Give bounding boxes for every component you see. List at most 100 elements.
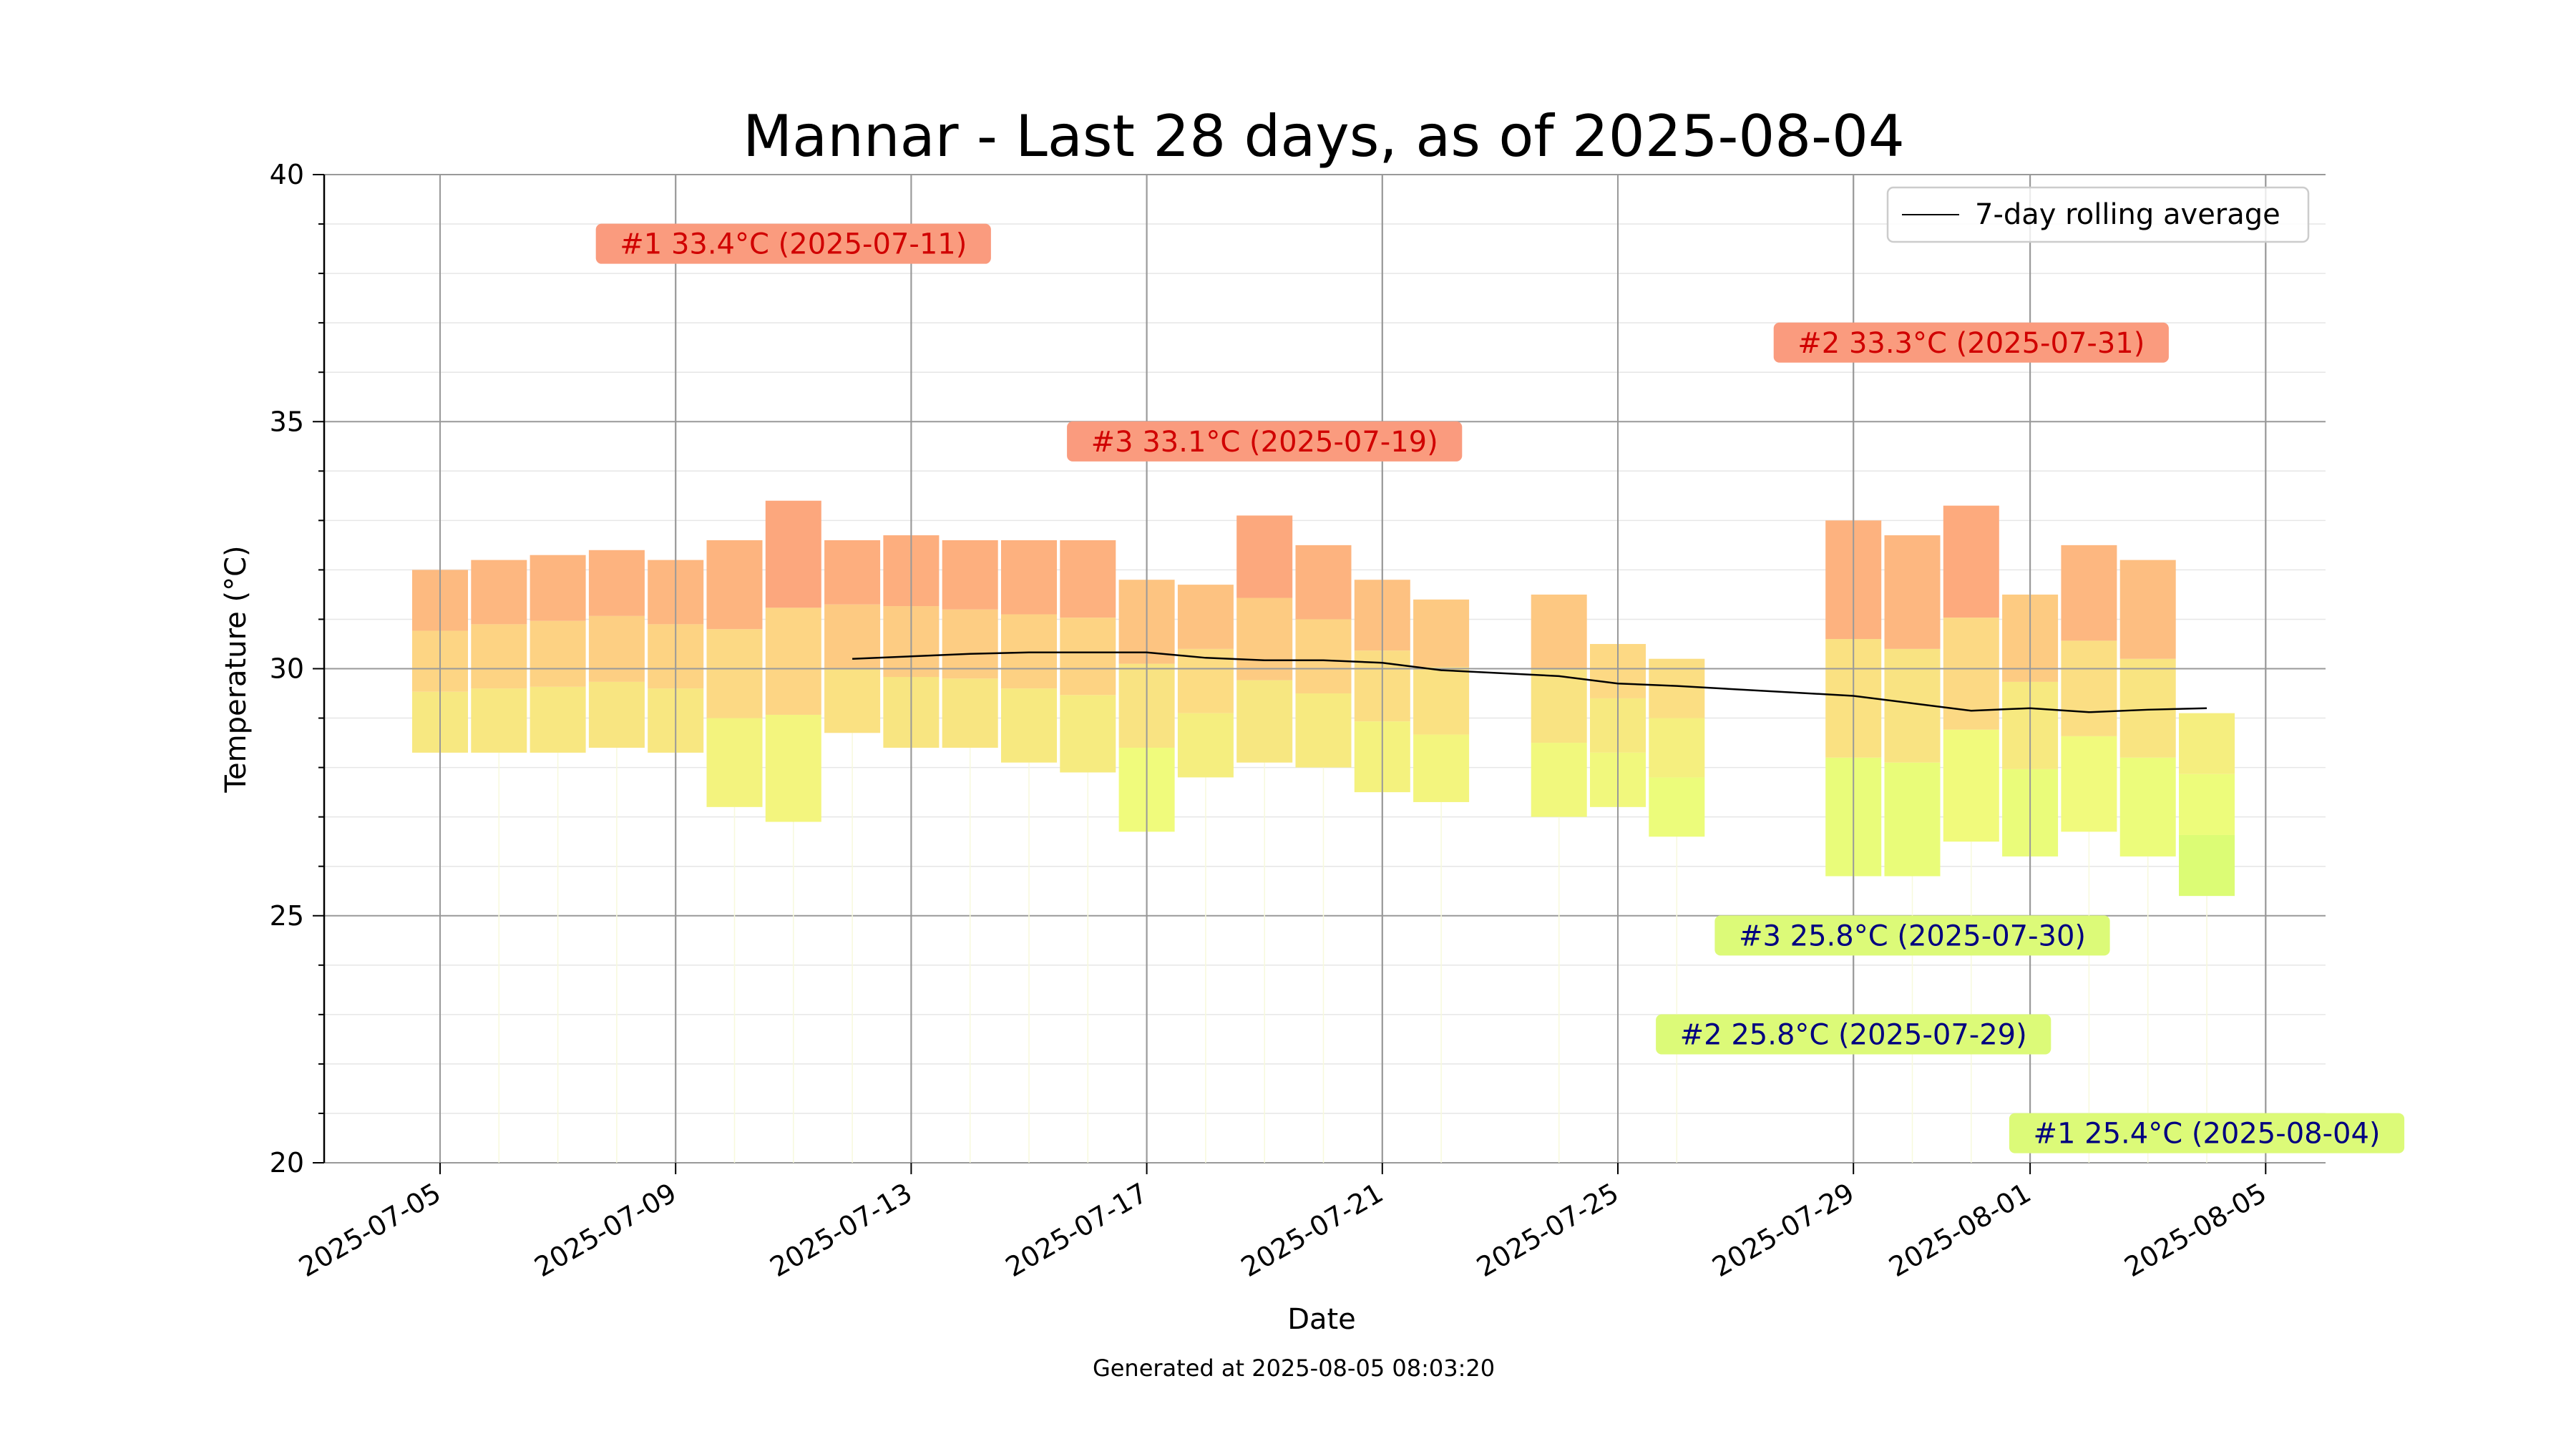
bar-segment [1295, 545, 1352, 620]
bar-segment [1001, 540, 1057, 615]
bar-segment [765, 500, 821, 608]
bar-segment [765, 714, 821, 822]
x-tick-label: 2025-07-21 [1236, 1177, 1388, 1284]
day-bar [1531, 594, 1587, 817]
annotation-box [1773, 322, 2169, 363]
day-bar [588, 550, 645, 748]
x-tick-label: 2025-08-05 [2119, 1177, 2272, 1284]
y-tick-label: 35 [270, 406, 304, 437]
bar-segment [2179, 713, 2235, 774]
bar-segment [1413, 734, 1470, 802]
bar-segment [1177, 585, 1234, 649]
bar-segment [942, 678, 998, 748]
annotation-label: #3 33.1°C (2025-07-19) [1091, 426, 1438, 459]
annotation-label: #3 25.8°C (2025-07-30) [1739, 919, 2086, 952]
day-bar [1001, 540, 1057, 763]
annotation-box [1067, 421, 1463, 462]
bar-segment [942, 609, 998, 679]
bar-segment [1649, 718, 1705, 778]
y-axis-label: Temperature (°C) [220, 545, 253, 793]
day-bar [1649, 658, 1705, 837]
bar-segment [1001, 688, 1057, 763]
x-axis-label: Date [1287, 1303, 1356, 1336]
cold-record-annotation: #2 25.8°C (2025-07-29) [1656, 1014, 2051, 1055]
x-tick-label: 2025-07-29 [1707, 1177, 1859, 1284]
hot-record-annotation: #3 33.1°C (2025-07-19) [1067, 421, 1463, 462]
bar-segment [765, 608, 821, 715]
hot-record-annotation: #1 33.4°C (2025-07-11) [595, 223, 991, 264]
bar-segment [530, 620, 586, 687]
bar-segment [1943, 618, 1999, 730]
bar-segment [1177, 648, 1234, 713]
x-tick-label: 2025-07-09 [529, 1177, 681, 1284]
bar-segment [1649, 777, 1705, 837]
annotation-label: #2 25.8°C (2025-07-29) [1680, 1018, 2027, 1051]
bar-segment [1943, 729, 1999, 842]
bar-segment [1531, 743, 1587, 817]
day-bar [471, 560, 527, 753]
bar-segment [471, 560, 527, 625]
legend-entry: 7-day rolling average [1975, 198, 2280, 231]
x-tick-label: 2025-07-25 [1471, 1177, 1624, 1284]
day-bar [706, 540, 763, 807]
bar-segment [1236, 680, 1293, 763]
day-bar [1295, 545, 1352, 768]
cold-record-annotation: #3 25.8°C (2025-07-30) [1714, 915, 2110, 956]
chart-title: Mannar - Last 28 days, as of 2025-08-04 [743, 103, 1905, 170]
bar-segment [2179, 834, 2235, 897]
y-tick-label: 20 [270, 1147, 304, 1179]
bar-segment [1295, 693, 1352, 768]
annotation-box [1714, 915, 2110, 956]
annotation-box [595, 223, 991, 264]
bar-segment [2119, 658, 2176, 758]
bar-segment [530, 555, 586, 621]
day-bar [1884, 535, 1941, 877]
y-tick-label: 30 [270, 653, 304, 685]
annotation-label: #1 33.4°C (2025-07-11) [620, 228, 967, 261]
bar-segment [1943, 505, 1999, 618]
x-tick-label: 2025-07-05 [293, 1177, 446, 1284]
day-bar [2179, 713, 2235, 897]
day-bar [765, 500, 821, 822]
bar-segment [2179, 774, 2235, 835]
day-bar [942, 540, 998, 748]
annotation-box [1656, 1014, 2051, 1055]
y-tick-label: 25 [270, 900, 304, 932]
bar-segment [471, 688, 527, 753]
bar-segment [1236, 597, 1293, 680]
day-bar [1060, 540, 1116, 773]
bar-segment [706, 718, 763, 807]
generated-footer: Generated at 2025-08-05 08:03:20 [1093, 1355, 1495, 1382]
annotation-box [2009, 1113, 2405, 1153]
vertical-gridlines [324, 175, 2326, 1163]
x-tick-label: 2025-07-13 [765, 1177, 917, 1284]
bar-segment [2119, 560, 2176, 659]
x-tick-label: 2025-07-17 [1000, 1177, 1153, 1284]
bar-segment [1177, 713, 1234, 778]
bar-segment [824, 540, 881, 605]
bar-segment [824, 604, 881, 669]
day-bar [1413, 599, 1470, 802]
bar-segment [1236, 515, 1293, 598]
bar-segment [2061, 640, 2117, 736]
bar-segment [2061, 545, 2117, 641]
bar-segment [1531, 594, 1587, 669]
day-bar [824, 540, 881, 733]
bar-segment [1413, 599, 1470, 668]
day-bar [2061, 545, 2117, 832]
bar-segment [530, 686, 586, 753]
bar-segment [1001, 614, 1057, 689]
bar-segment [1413, 667, 1470, 735]
bar-segment [2061, 736, 2117, 832]
legend: 7-day rolling average [1886, 186, 2310, 243]
bar-segment [1295, 619, 1352, 694]
cold-record-annotation: #1 25.4°C (2025-08-04) [2009, 1113, 2405, 1153]
bar-segment [2119, 757, 2176, 857]
bar-segment [706, 629, 763, 718]
bar-segment [824, 668, 881, 733]
bar-segment [942, 540, 998, 610]
day-bar [1236, 515, 1293, 763]
bar-segment [706, 540, 763, 630]
bar-segment [588, 615, 645, 682]
